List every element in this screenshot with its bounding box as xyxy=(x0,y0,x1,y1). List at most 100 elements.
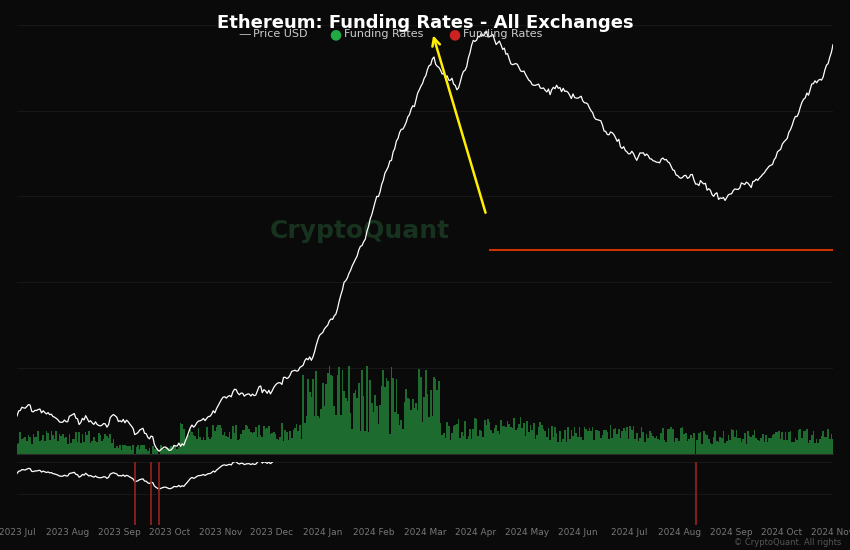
Bar xyxy=(657,439,659,454)
Bar xyxy=(717,442,719,454)
Bar xyxy=(350,413,351,454)
Bar xyxy=(558,442,559,454)
Bar xyxy=(353,393,354,454)
Bar xyxy=(451,433,453,454)
Bar xyxy=(499,434,500,454)
Bar xyxy=(489,422,490,454)
Bar xyxy=(317,416,319,454)
Bar xyxy=(763,442,765,454)
Bar xyxy=(309,392,310,454)
Bar xyxy=(294,428,296,454)
Bar xyxy=(774,434,775,454)
Bar xyxy=(796,439,798,454)
Bar xyxy=(147,450,149,454)
Bar xyxy=(482,437,484,454)
Bar xyxy=(416,410,418,454)
Bar xyxy=(345,398,347,454)
Bar xyxy=(379,405,381,454)
Bar xyxy=(239,439,241,454)
Bar xyxy=(713,437,715,454)
Bar xyxy=(75,432,76,454)
Bar xyxy=(287,440,289,454)
Bar xyxy=(666,442,667,454)
Bar xyxy=(342,370,343,454)
Bar xyxy=(800,430,801,454)
Bar xyxy=(214,431,216,454)
Bar xyxy=(474,417,476,454)
Bar xyxy=(103,439,105,454)
Bar xyxy=(659,440,660,454)
Bar xyxy=(371,403,372,454)
Bar xyxy=(427,394,428,454)
Bar xyxy=(219,425,221,454)
Bar xyxy=(687,441,689,454)
Bar xyxy=(289,431,291,454)
Bar xyxy=(609,425,611,454)
Bar xyxy=(218,425,219,454)
Bar xyxy=(368,432,370,454)
Bar xyxy=(432,416,434,454)
Bar xyxy=(781,432,783,454)
Bar xyxy=(275,434,276,454)
Bar xyxy=(152,446,154,454)
Bar xyxy=(402,429,404,454)
Bar xyxy=(802,431,804,454)
Bar xyxy=(678,441,680,454)
Bar xyxy=(278,439,280,454)
Bar xyxy=(405,389,407,454)
Bar xyxy=(806,430,808,454)
Bar xyxy=(688,439,690,454)
Bar xyxy=(252,433,253,454)
Bar xyxy=(423,398,425,454)
Bar xyxy=(625,431,626,454)
Bar xyxy=(117,448,119,454)
Bar xyxy=(749,436,751,454)
Bar xyxy=(459,438,461,454)
Bar xyxy=(734,437,736,454)
Bar xyxy=(500,420,501,454)
Bar xyxy=(167,447,168,454)
Bar xyxy=(549,440,551,454)
Bar xyxy=(370,380,371,454)
Bar xyxy=(786,441,788,454)
Bar xyxy=(276,438,278,454)
Bar xyxy=(638,441,639,454)
Bar xyxy=(360,431,361,454)
Bar xyxy=(50,431,52,454)
Bar xyxy=(90,443,92,454)
Bar xyxy=(207,437,209,454)
Bar xyxy=(99,435,101,454)
Bar xyxy=(441,435,443,454)
Bar xyxy=(400,420,402,454)
Bar xyxy=(65,437,67,454)
Bar xyxy=(255,427,257,454)
Bar xyxy=(193,434,195,454)
Bar xyxy=(756,438,757,454)
Bar xyxy=(60,436,62,454)
Bar xyxy=(605,430,607,454)
Bar xyxy=(195,436,196,454)
Bar xyxy=(790,431,791,454)
Bar xyxy=(464,421,466,454)
Bar xyxy=(394,412,395,454)
Bar xyxy=(312,379,314,454)
Bar xyxy=(98,433,99,454)
Bar xyxy=(547,428,549,454)
Bar xyxy=(242,430,243,454)
Bar xyxy=(579,427,581,454)
Bar xyxy=(664,440,666,454)
Bar xyxy=(235,425,237,454)
Bar xyxy=(163,449,165,454)
Bar xyxy=(87,435,88,454)
Bar xyxy=(588,428,590,454)
Bar xyxy=(528,432,530,454)
Bar xyxy=(564,430,565,454)
Bar xyxy=(414,408,415,454)
Bar xyxy=(225,436,227,454)
Text: 2024 Jul: 2024 Jul xyxy=(611,528,647,537)
Bar xyxy=(190,430,191,454)
Bar xyxy=(739,438,740,454)
Bar xyxy=(567,427,569,454)
Bar xyxy=(283,441,285,454)
Bar xyxy=(832,439,834,454)
